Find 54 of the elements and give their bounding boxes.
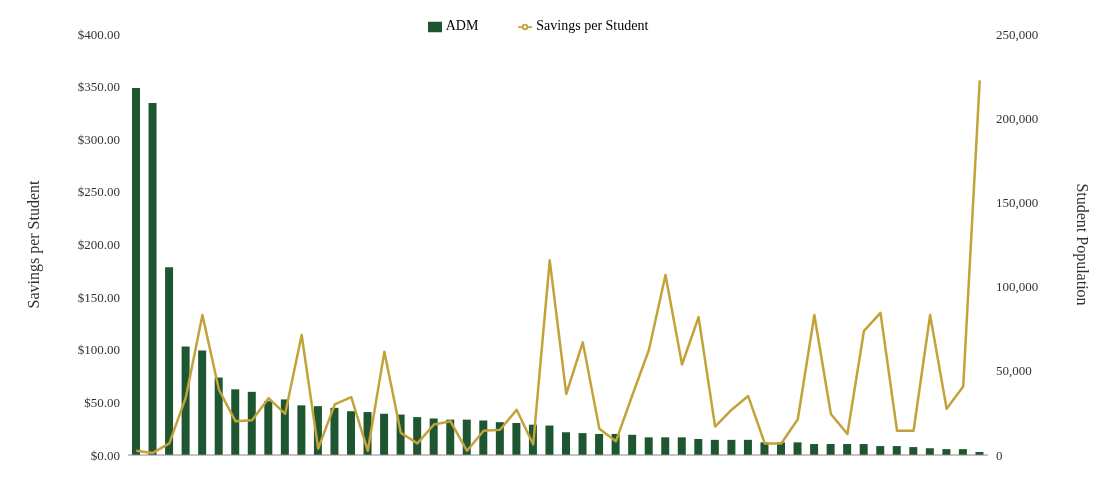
bar [859, 444, 868, 455]
bar [198, 350, 207, 455]
y2-tick-label: 100,000 [996, 279, 1039, 295]
bar [661, 437, 670, 455]
y-tick-label: $50.00 [84, 394, 120, 410]
y-tick-label: $0.00 [90, 447, 120, 463]
bar [512, 423, 521, 455]
bar [347, 411, 355, 455]
y2-tick-label: 50,000 [996, 363, 1032, 379]
bar [165, 267, 174, 455]
y2-tick-label: 200,000 [996, 110, 1039, 126]
bar [297, 405, 306, 455]
line-series [135, 79, 981, 455]
bar [644, 437, 653, 455]
bar [562, 432, 570, 455]
bar [330, 407, 339, 455]
y2-axis-title: Student Population [1073, 183, 1092, 306]
bar [628, 434, 637, 455]
legend-label: ADM [445, 18, 479, 33]
bar [810, 444, 819, 455]
bar [843, 444, 852, 455]
y-tick-label: $400.00 [77, 26, 120, 42]
bar [743, 439, 752, 455]
bar [876, 446, 885, 455]
bar [578, 433, 587, 455]
y-axis-title: Savings per Student [24, 179, 43, 309]
bar [793, 442, 802, 455]
y-tick-label: $300.00 [77, 131, 120, 147]
bar [132, 87, 140, 455]
bar [429, 418, 438, 455]
y-tick-label: $150.00 [77, 289, 120, 305]
bar [264, 401, 273, 455]
bar [380, 413, 389, 455]
bar [727, 439, 736, 455]
bar [181, 346, 190, 455]
bar [694, 439, 703, 455]
y2-tick-label: 250,000 [996, 26, 1039, 42]
bar [892, 446, 901, 455]
y-tick-label: $350.00 [77, 79, 120, 95]
bar [595, 433, 604, 455]
bar [710, 439, 719, 455]
y2-tick-label: 150,000 [996, 195, 1039, 211]
bar [231, 389, 240, 455]
bar [214, 377, 223, 455]
y2-tick-label: 0 [996, 447, 1003, 463]
bar [247, 391, 256, 455]
legend-label: Savings per Student [536, 18, 649, 33]
bar [677, 437, 686, 455]
bar [148, 103, 157, 455]
y-tick-label: $250.00 [77, 184, 120, 200]
y-tick-label: $200.00 [77, 237, 120, 253]
bar [545, 425, 554, 455]
y-tick-label: $100.00 [77, 342, 120, 358]
bar [826, 444, 835, 455]
